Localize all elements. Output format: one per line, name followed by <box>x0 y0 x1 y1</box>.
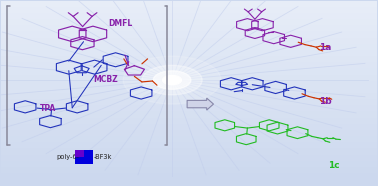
Bar <box>1 13 377 19</box>
FancyBboxPatch shape <box>75 150 93 163</box>
Bar <box>1 56 377 62</box>
Circle shape <box>163 76 181 85</box>
Circle shape <box>123 56 221 104</box>
Bar <box>1 87 377 93</box>
Text: -BF3k: -BF3k <box>94 154 113 160</box>
Text: 1a: 1a <box>319 43 331 52</box>
Text: TPA: TPA <box>40 104 56 113</box>
Bar <box>1 62 377 68</box>
Bar <box>1 124 377 130</box>
Text: DMFL: DMFL <box>108 19 132 28</box>
Bar <box>1 130 377 136</box>
Bar <box>1 142 377 148</box>
Bar <box>1 19 377 25</box>
Bar <box>1 7 377 13</box>
Bar <box>1 75 377 81</box>
Bar <box>1 179 377 185</box>
Bar <box>1 155 377 161</box>
Bar <box>1 105 377 111</box>
FancyArrow shape <box>187 98 214 110</box>
Circle shape <box>153 71 191 89</box>
FancyBboxPatch shape <box>75 150 84 157</box>
Bar <box>1 111 377 118</box>
Bar <box>1 148 377 155</box>
Text: 1c: 1c <box>328 161 340 170</box>
Bar <box>1 173 377 179</box>
Text: 1b: 1b <box>319 97 332 106</box>
Bar <box>1 25 377 31</box>
Bar <box>1 118 377 124</box>
Bar <box>1 50 377 56</box>
Bar <box>1 136 377 142</box>
Bar <box>1 99 377 105</box>
Bar <box>1 68 377 75</box>
Bar <box>1 167 377 173</box>
Circle shape <box>142 65 202 95</box>
Bar <box>1 93 377 99</box>
Text: MCBZ: MCBZ <box>93 75 118 84</box>
Text: poly-6-: poly-6- <box>56 154 79 160</box>
Bar <box>1 44 377 50</box>
Bar <box>1 81 377 87</box>
Bar <box>1 38 377 44</box>
Bar <box>1 1 377 7</box>
Bar <box>1 161 377 167</box>
Bar <box>1 31 377 38</box>
